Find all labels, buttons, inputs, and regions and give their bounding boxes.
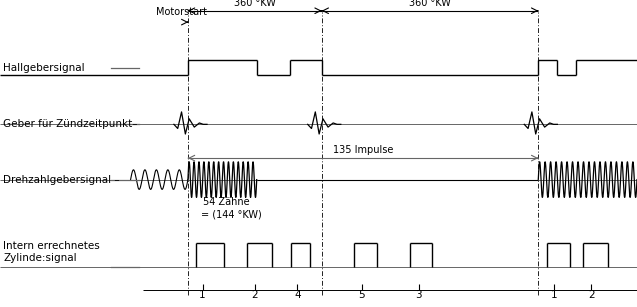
Text: Motorstart: Motorstart: [156, 7, 207, 17]
Text: Geber für Zündzeitpunkt–: Geber für Zündzeitpunkt–: [3, 119, 138, 129]
Text: 3: 3: [415, 290, 422, 300]
Text: Drehzahlgebersignal –: Drehzahlgebersignal –: [3, 175, 120, 185]
Text: 54 Zähne: 54 Zähne: [203, 197, 249, 207]
Text: Intern errechnetes: Intern errechnetes: [3, 241, 100, 251]
Text: Zylinde:signal: Zylinde:signal: [3, 253, 77, 263]
Text: 2: 2: [588, 290, 594, 300]
Text: 1: 1: [199, 290, 206, 300]
Text: = (144 °KW): = (144 °KW): [201, 209, 261, 220]
Text: 1: 1: [551, 290, 557, 300]
Text: 360 °KW: 360 °KW: [234, 0, 276, 8]
Text: 4: 4: [294, 290, 301, 300]
Text: Hallgebersignal: Hallgebersignal: [3, 63, 85, 72]
Text: 135 Impulse: 135 Impulse: [333, 145, 393, 155]
Text: 2: 2: [252, 290, 258, 300]
Text: 360 °KW: 360 °KW: [409, 0, 451, 8]
Text: 5: 5: [359, 290, 365, 300]
